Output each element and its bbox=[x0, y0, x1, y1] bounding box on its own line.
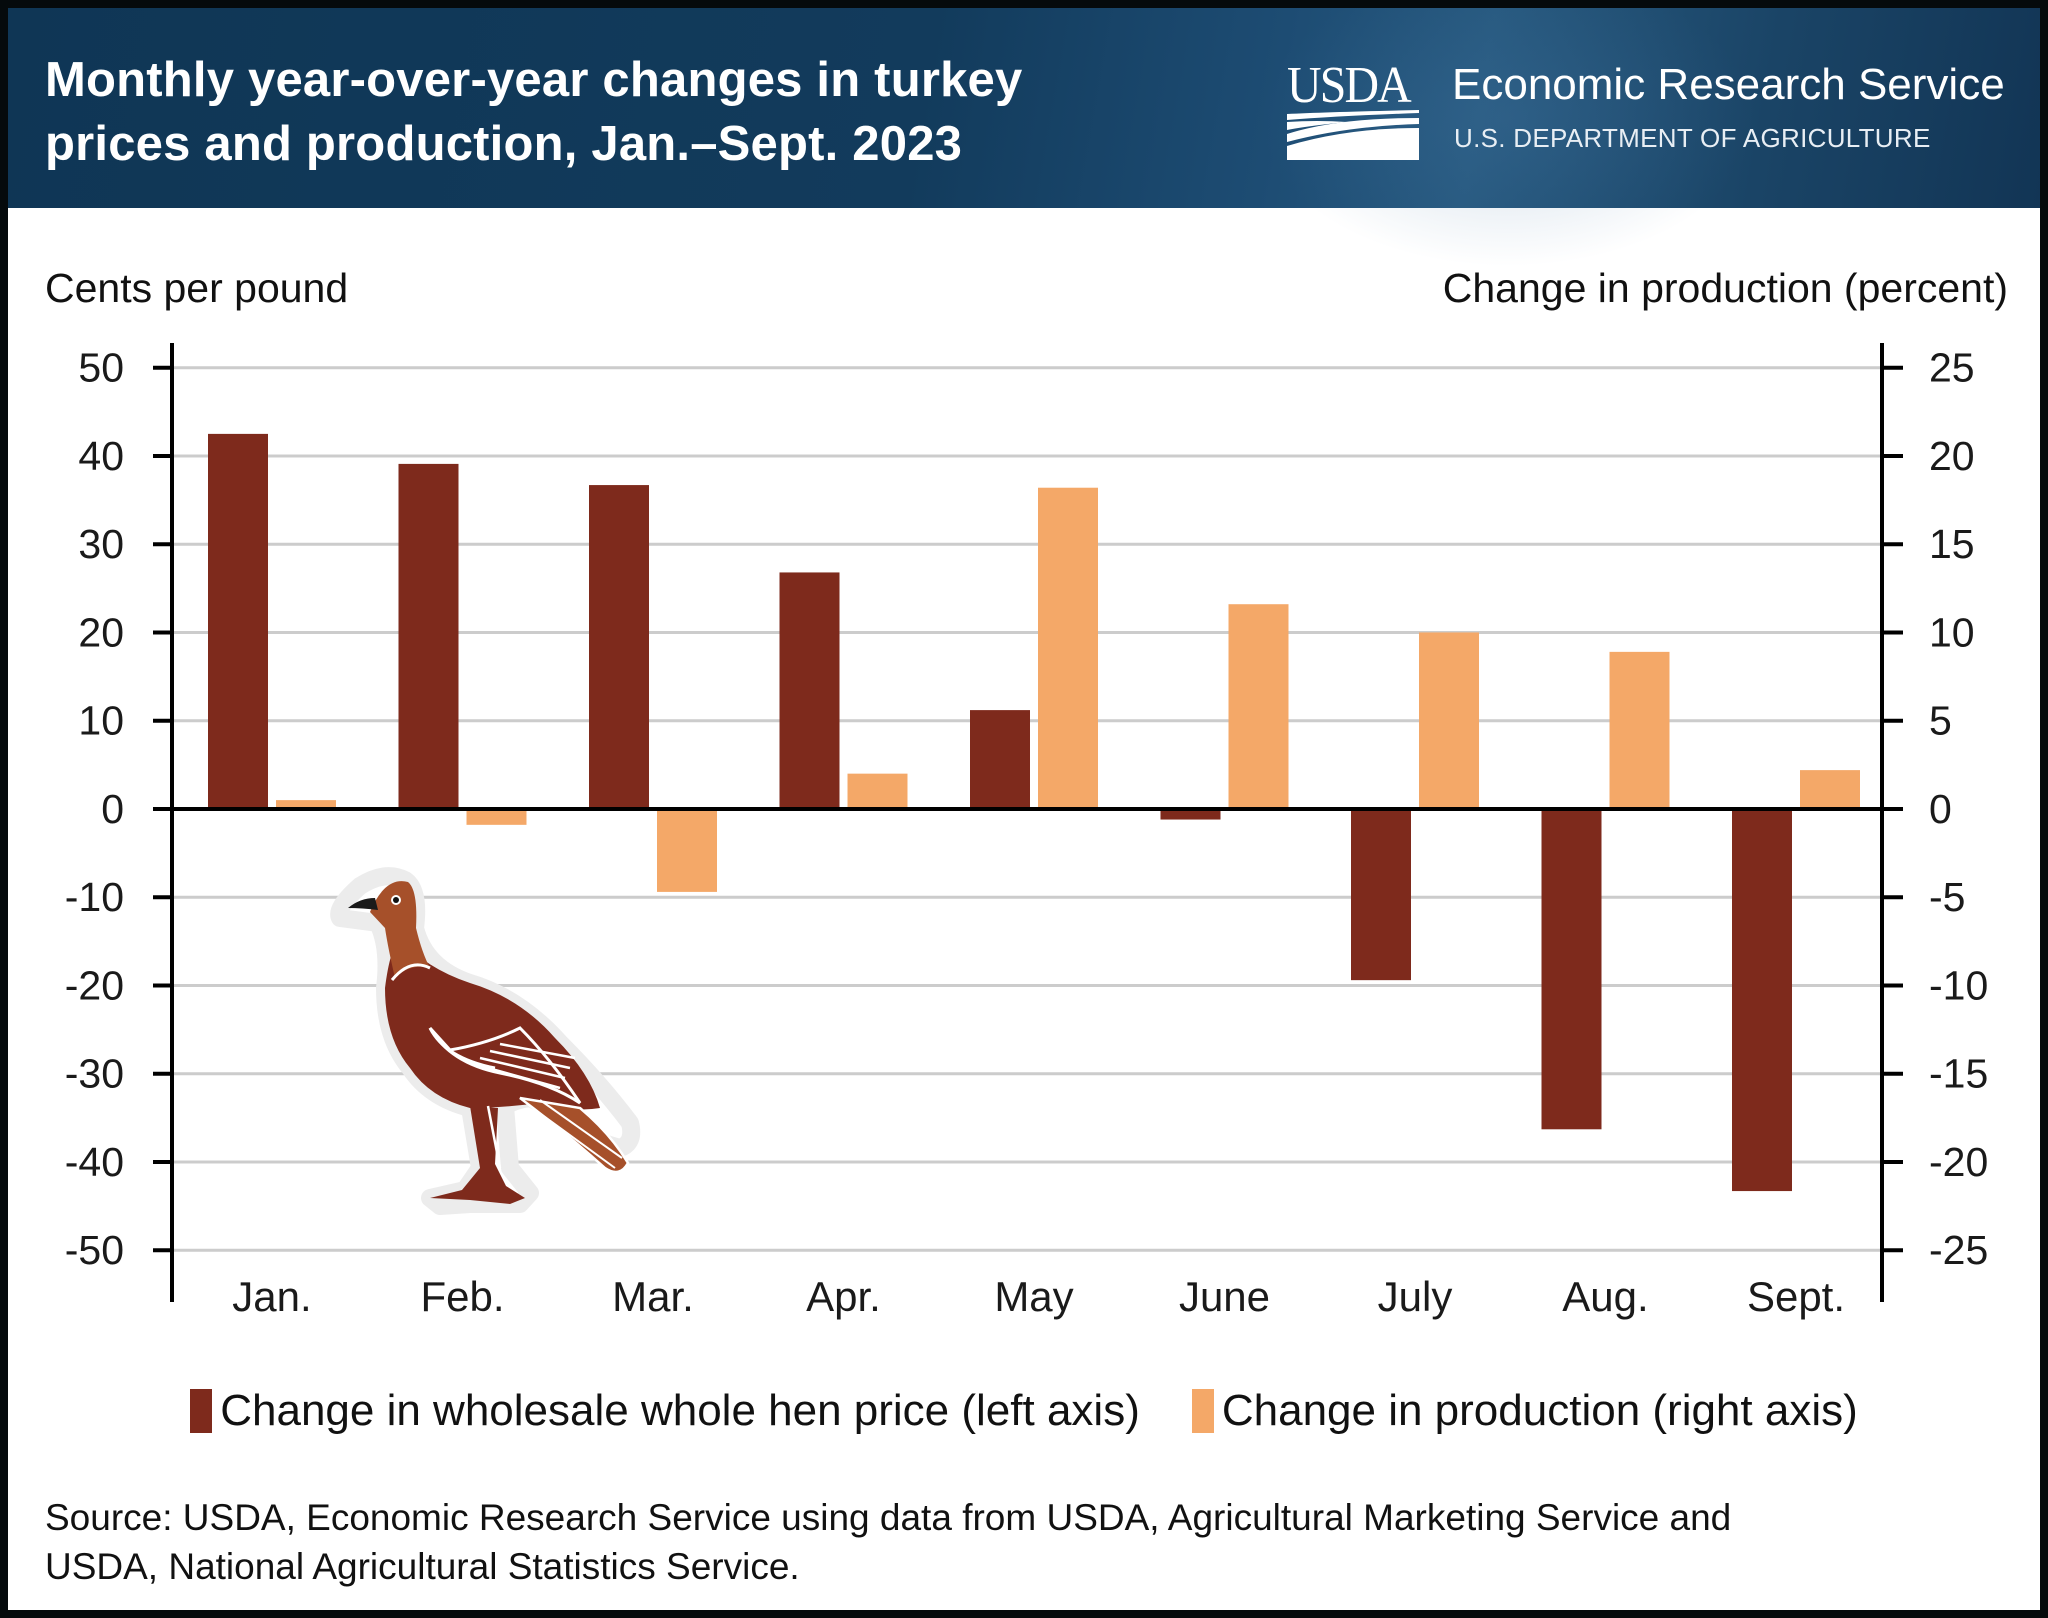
left-tick-label: 50 bbox=[78, 345, 124, 391]
month-label: July bbox=[1378, 1273, 1453, 1320]
chart-frame: Monthly year-over-year changes in turkey… bbox=[8, 8, 2040, 1610]
left-tick-label: 40 bbox=[78, 433, 124, 479]
right-tick-label: 10 bbox=[1929, 609, 1975, 655]
legend-label-production: Change in production (right axis) bbox=[1221, 1386, 1858, 1435]
left-axis-ticks: 50 40 30 20 10 0 -10 -20 -30 -40 -50 bbox=[65, 345, 172, 1273]
bar-production-5 bbox=[1228, 604, 1289, 809]
bar-production-3 bbox=[847, 773, 908, 809]
month-label: Feb. bbox=[420, 1273, 504, 1320]
legend-swatch-production bbox=[1191, 1389, 1214, 1433]
header-banner: Monthly year-over-year changes in turkey… bbox=[8, 8, 2040, 268]
bar-price-7 bbox=[1541, 808, 1602, 1130]
department-name: U.S. DEPARTMENT OF AGRICULTURE bbox=[1454, 123, 1931, 153]
chart-title: Monthly year-over-year changes in turkey… bbox=[45, 48, 1022, 176]
bar-production-0 bbox=[276, 800, 336, 809]
x-axis-labels: Jan. Feb. Mar. Apr. May June July Aug. Sept. bbox=[232, 1273, 1845, 1320]
right-tick-label: -20 bbox=[1929, 1139, 1988, 1185]
bar-price-2 bbox=[589, 485, 649, 809]
bar-price-6 bbox=[1351, 808, 1411, 981]
title-line-1: Monthly year-over-year changes in turkey bbox=[45, 53, 1023, 107]
turkey-icon bbox=[330, 867, 641, 1215]
right-tick-label: 20 bbox=[1929, 433, 1975, 479]
right-tick-label: -25 bbox=[1929, 1227, 1988, 1273]
usda-logo-text: USDA bbox=[1287, 57, 1412, 114]
month-label: Aug. bbox=[1562, 1273, 1648, 1320]
bar-price-5 bbox=[1160, 808, 1221, 820]
bar-production-7 bbox=[1609, 651, 1670, 809]
title-line-2: prices and production, Jan.–Sept. 2023 bbox=[45, 117, 963, 171]
month-label: Sept. bbox=[1747, 1273, 1845, 1320]
source-line-1: Source: USDA, Economic Research Service … bbox=[45, 1497, 1732, 1538]
left-tick-label: -30 bbox=[65, 1051, 124, 1097]
left-tick-label: -50 bbox=[65, 1227, 124, 1273]
left-tick-label: -20 bbox=[65, 962, 124, 1008]
left-tick-label: 20 bbox=[78, 609, 124, 655]
left-tick-label: 0 bbox=[101, 786, 124, 832]
month-label: Jan. bbox=[232, 1273, 311, 1320]
bar-production-1 bbox=[466, 808, 527, 825]
bar-price-4 bbox=[970, 710, 1030, 809]
usda-logo: USDA bbox=[1287, 60, 1419, 160]
right-tick-label: 25 bbox=[1929, 345, 1975, 391]
axes bbox=[153, 343, 1903, 1302]
legend-item-production: Change in production (right axis) bbox=[1191, 1383, 1858, 1439]
left-tick-label: 30 bbox=[78, 521, 124, 567]
left-tick-label: -40 bbox=[65, 1139, 124, 1185]
bar-production-2 bbox=[657, 808, 717, 892]
source-line-2: USDA, National Agricultural Statistics S… bbox=[45, 1546, 800, 1587]
month-label: June bbox=[1179, 1273, 1270, 1320]
bar-production-8 bbox=[1800, 770, 1860, 809]
right-tick-label: -15 bbox=[1929, 1051, 1988, 1097]
source-note: Source: USDA, Economic Research Service … bbox=[45, 1493, 2005, 1591]
bar-price-8 bbox=[1732, 808, 1792, 1192]
left-axis-title: Cents per pound bbox=[45, 265, 349, 311]
left-tick-label: -10 bbox=[65, 874, 124, 920]
bars bbox=[208, 433, 1860, 1192]
right-tick-label: -10 bbox=[1929, 962, 1988, 1008]
bar-price-3 bbox=[779, 572, 840, 809]
bar-price-1 bbox=[398, 463, 459, 809]
month-label: Apr. bbox=[806, 1273, 881, 1320]
right-tick-label: 5 bbox=[1929, 698, 1952, 744]
bar-production-4 bbox=[1038, 487, 1098, 809]
usda-landscape-icon bbox=[1287, 110, 1419, 160]
bar-price-0 bbox=[208, 433, 268, 809]
agency-name: Economic Research Service bbox=[1452, 60, 2005, 109]
legend-swatch-price bbox=[190, 1389, 213, 1433]
right-tick-label: -5 bbox=[1929, 874, 1965, 920]
legend: Change in wholesale whole hen price (lef… bbox=[8, 1383, 2040, 1439]
bar-production-6 bbox=[1419, 632, 1479, 809]
right-axis-title: Change in production (percent) bbox=[1442, 265, 2008, 311]
legend-label-price: Change in wholesale whole hen price (lef… bbox=[220, 1386, 1140, 1435]
right-tick-label: 0 bbox=[1929, 786, 1952, 832]
left-tick-label: 10 bbox=[78, 698, 124, 744]
month-label: May bbox=[994, 1273, 1073, 1320]
month-label: Mar. bbox=[612, 1273, 694, 1320]
legend-item-price: Change in wholesale whole hen price (lef… bbox=[190, 1383, 1140, 1439]
right-tick-label: 15 bbox=[1929, 521, 1975, 567]
right-axis-ticks: 25 20 15 10 5 0 -5 -10 -15 -20 -25 bbox=[1882, 345, 1988, 1273]
